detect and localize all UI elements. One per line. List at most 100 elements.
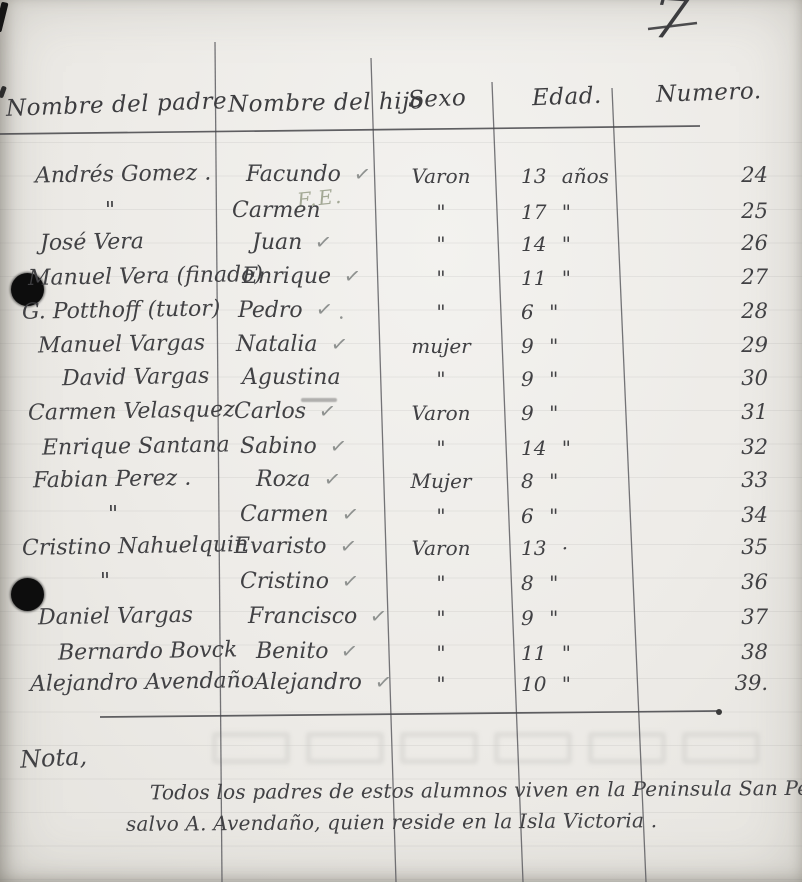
ink-dot <box>716 709 722 715</box>
checkmark-icon: ✓ <box>339 500 360 528</box>
sex-value: mujer <box>411 334 471 358</box>
age-value: 14 " <box>521 436 572 460</box>
table-row: Andrés Gomez . Facundo ✓ Varon 13 años 24 <box>0 160 802 196</box>
child-name-text: Alejandro <box>254 670 362 695</box>
number-value: 32 <box>741 435 768 459</box>
page-number: 7 <box>649 0 692 54</box>
column-header-edad: Edad. <box>531 82 603 112</box>
number-value: 26 <box>741 231 768 255</box>
sex-value: " <box>436 300 446 324</box>
note-line-2: salvo A. Avendaño, quien reside en la Is… <box>125 808 658 836</box>
table-row: Daniel Vargas Francisco ✓ " 9 " 37 <box>0 603 802 638</box>
child-name-text: Natalia <box>236 332 318 357</box>
table-row: David Vargas Agustina " 9 " 30 <box>0 363 802 399</box>
father-name-ditto: " <box>99 568 111 595</box>
table-row: " Carmen ✓ " 6 " 34 <box>0 500 802 536</box>
sex-value: " <box>436 504 446 528</box>
checkmark-icon: ✓ <box>340 567 361 595</box>
child-name: Natalia ✓ <box>232 330 406 358</box>
sex-value: " <box>436 200 446 224</box>
child-name-text: Facundo <box>246 162 341 187</box>
child-name: Enrique ✓ <box>232 262 412 290</box>
number-value: 36 <box>741 570 768 594</box>
father-name: Enrique Santana <box>41 432 230 461</box>
table-row: Alejandro Avendaño Alejandro ✓ " 10 " 39. <box>0 668 802 704</box>
column-header-numero: Numero. <box>655 78 763 108</box>
age-value: 8 " <box>521 571 559 595</box>
number-value: 34 <box>741 503 768 527</box>
sex-value: " <box>436 606 446 630</box>
number-value: 33 <box>741 468 768 492</box>
note-label: Nota, <box>19 742 88 774</box>
child-name: Cristino ✓ <box>232 567 410 595</box>
checkmark-icon: ✓ <box>337 532 358 560</box>
age-value: 9 " <box>521 334 559 358</box>
child-name-text: Francisco <box>248 604 358 629</box>
child-name-text: Sabino <box>240 434 317 459</box>
hole-punch-top <box>11 273 44 306</box>
child-name: Francisco ✓ <box>232 603 418 629</box>
scan-edge-mark <box>0 1 9 33</box>
father-name-ditto: " <box>104 197 116 224</box>
number-value: 39. <box>734 671 768 695</box>
number-value: 25 <box>741 199 768 223</box>
table-row: Carmen Velasquez Carlos ✓ Varon 9 " 31 <box>0 397 802 433</box>
father-name: José Vera <box>39 229 145 256</box>
father-name: Carmen Velasquez <box>27 397 235 426</box>
checkmark-icon: ✓ <box>342 262 363 290</box>
child-name: Benito ✓ <box>232 638 426 664</box>
sex-value: " <box>436 367 446 391</box>
father-name: G. Potthoff (tutor) <box>21 296 221 325</box>
number-value: 38 <box>741 640 768 664</box>
child-name: Carmen <box>232 198 402 223</box>
table-row: Manuel Vera (finado) Enrique ✓ " 11 " 27 <box>0 262 802 298</box>
father-name: Andrés Gomez . <box>34 160 212 189</box>
note-line-1: Todos los padres de estos alumnos viven … <box>149 775 802 805</box>
age-value: 11 " <box>521 266 572 290</box>
checkmark-icon: ✓ <box>328 330 349 358</box>
table-row: Fabian Perez . Roza ✓ Mujer 8 " 33 <box>0 465 802 501</box>
child-name-text: Carmen <box>240 502 329 527</box>
checkmark-icon: ✓ <box>313 228 334 256</box>
child-name: Agustina <box>232 365 412 390</box>
child-name-text: Benito <box>256 639 329 664</box>
age-value: 9 " <box>521 606 559 630</box>
sex-value: Varon <box>411 164 471 188</box>
father-name: Cristino Nahuelquin <box>21 532 249 561</box>
child-name-text: Carmen <box>232 198 321 223</box>
age-value: 9 " <box>521 401 559 425</box>
number-value: 35 <box>741 535 768 559</box>
child-name-text: Evaristo <box>234 534 327 559</box>
child-name-text: Juan <box>252 230 303 255</box>
table-row: G. Potthoff (tutor) Pedro ✓ . " 6 " 28 <box>0 296 802 332</box>
child-name-text: Cristino <box>240 569 329 594</box>
father-name: David Vargas <box>61 363 210 392</box>
father-name-ditto: " <box>107 501 119 528</box>
number-value: 31 <box>741 400 768 424</box>
bleed-through-marks <box>212 732 760 764</box>
father-name: Alejandro Avendaño <box>29 668 255 697</box>
number-value: 28 <box>741 299 768 323</box>
table-row: Manuel Vargas Natalia ✓ mujer 9 " 29 <box>0 330 802 366</box>
child-name: Roza ✓ <box>232 466 426 492</box>
pencil-smudge <box>301 398 337 402</box>
table-row: " Carmen " 17 " 25 <box>0 198 802 232</box>
number-value: 27 <box>741 265 768 289</box>
sex-value: " <box>436 266 446 290</box>
father-name: Fabian Perez . <box>32 465 192 494</box>
sex-value: Mujer <box>410 469 472 493</box>
child-name: Carlos ✓ <box>232 398 404 424</box>
sex-value: " <box>436 571 446 595</box>
child-name-text: Agustina <box>242 365 341 390</box>
father-name: Manuel Vargas <box>37 330 206 359</box>
sex-value: " <box>436 232 446 256</box>
hole-punch-bottom <box>11 578 44 611</box>
age-value: 17 " <box>521 200 572 224</box>
age-value: 6 " <box>521 504 559 528</box>
age-value: 9 " <box>521 367 559 391</box>
sex-value: " <box>436 672 446 696</box>
table-row: Bernardo Bovck Benito ✓ " 11 " 38 <box>0 637 802 673</box>
child-name: Pedro ✓ . <box>232 296 408 324</box>
table-row: José Vera Juan ✓ " 14 " 26 <box>0 228 802 264</box>
